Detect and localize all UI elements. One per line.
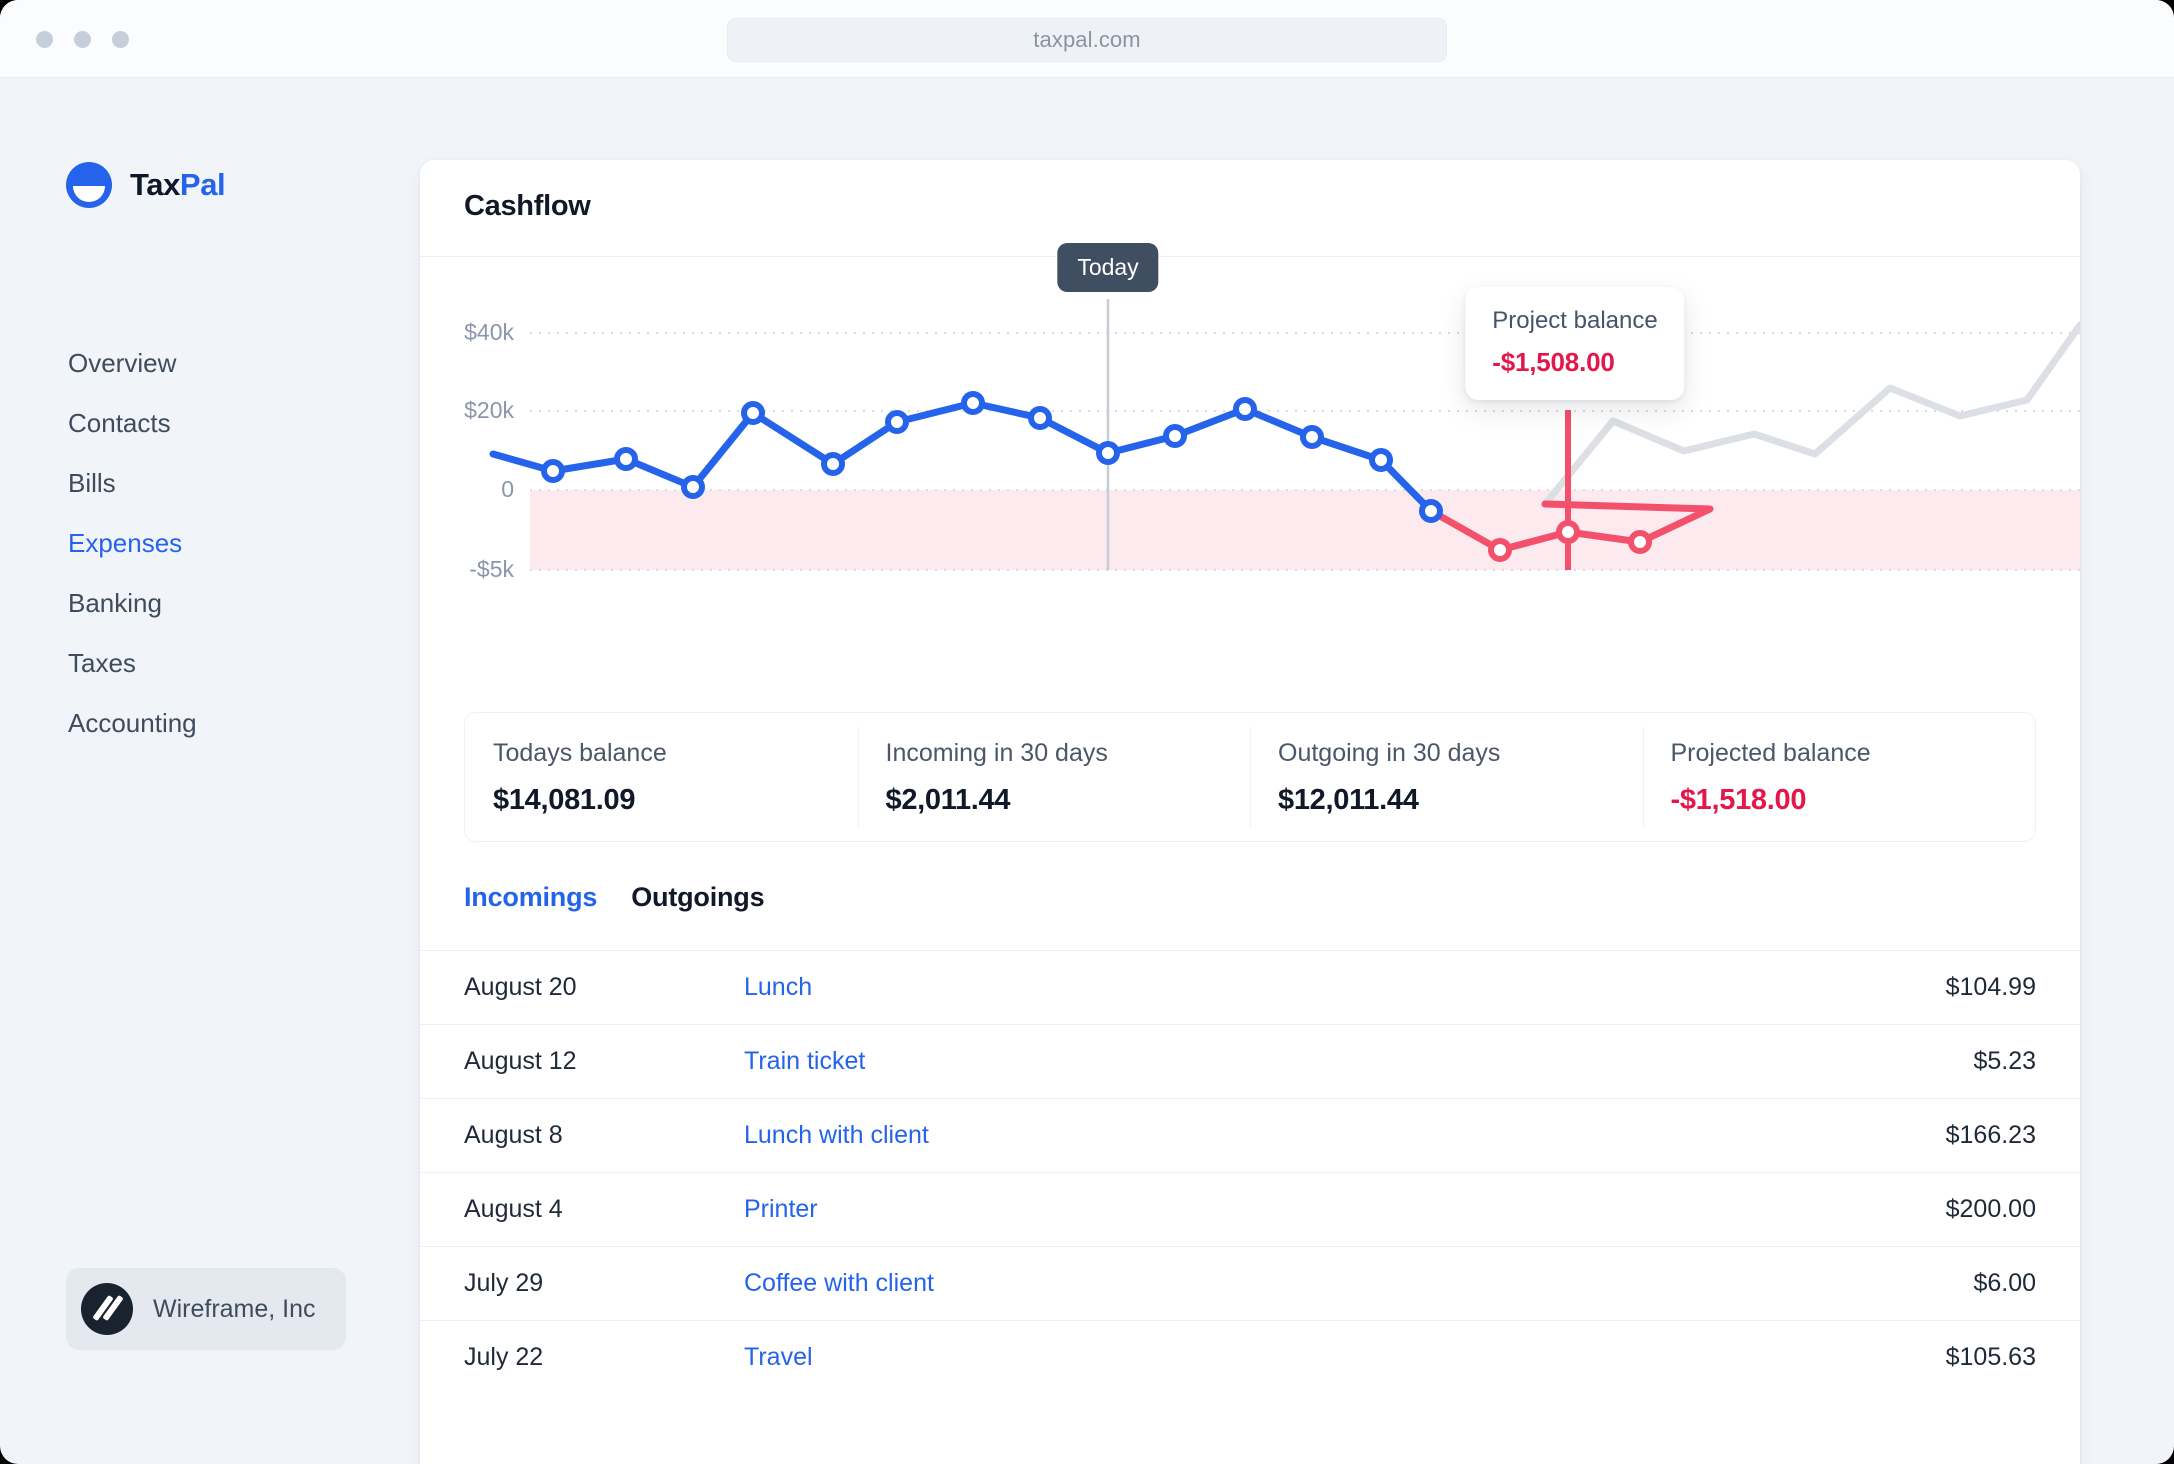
transaction-description[interactable]: Coffee with client (744, 1269, 934, 1297)
app-name-first: Tax (130, 167, 180, 202)
sidebar-item-taxes[interactable]: Taxes (68, 648, 136, 678)
address-bar-text: taxpal.com (1033, 27, 1141, 52)
table-row[interactable]: August 4 Printer $200.00 (420, 1172, 2080, 1246)
stat-label: Incoming in 30 days (885, 739, 1108, 767)
cashflow-card: Cashflow (420, 160, 2080, 1464)
stat-todays-balance: Todays balance $14,081.09 (465, 713, 858, 841)
negative-band (530, 490, 2080, 570)
stat-projected-balance: Projected balance -$1,518.00 (1642, 713, 2036, 841)
taxpal-logo-icon (66, 162, 112, 208)
projection-tooltip-label: Project balance (1492, 307, 1658, 334)
cashflow-chart: $40k $20k 0 -$5k Today Project balance -… (420, 243, 2080, 657)
transaction-description[interactable]: Lunch (744, 973, 813, 1001)
transaction-amount: $105.63 (1945, 1343, 2036, 1371)
table-row[interactable]: July 22 Travel $105.63 (420, 1320, 2080, 1394)
sidebar-item-contacts[interactable]: Contacts (68, 408, 171, 438)
cashflow-chart-svg (489, 299, 2080, 571)
stat-value: $14,081.09 (493, 784, 636, 816)
projection-tooltip: Project balance -$1,508.00 (1465, 287, 1685, 400)
minimize-window-icon[interactable] (74, 31, 91, 48)
projected-balance-markers (1488, 520, 1652, 562)
sidebar-item-accounting[interactable]: Accounting (68, 708, 197, 738)
stat-value: $12,011.44 (1278, 784, 1419, 816)
transaction-description[interactable]: Train ticket (744, 1047, 866, 1075)
ytick-label-20k: $20k (464, 397, 514, 423)
sidebar-item-expenses[interactable]: Expenses (68, 528, 183, 558)
app-name-second: Pal (179, 167, 226, 202)
projection-tooltip-value: -$1,508.00 (1492, 347, 1615, 377)
transaction-amount: $5.23 (1973, 1047, 2036, 1075)
transaction-date: August 8 (464, 1121, 563, 1149)
close-window-icon[interactable] (36, 31, 53, 48)
transactions-table: August 20 Lunch $104.99 August 12 Train … (420, 950, 2080, 1394)
stat-value: -$1,518.00 (1670, 784, 1807, 816)
ytick-label-40k: $40k (464, 319, 514, 345)
maximize-window-icon[interactable] (112, 31, 129, 48)
stat-incoming-30-days: Incoming in 30 days $2,011.44 (857, 713, 1251, 841)
stat-outgoing-30-days: Outgoing in 30 days $12,011.44 (1250, 713, 1643, 841)
ytick-label-neg5k: -$5k (469, 556, 514, 582)
transaction-amount: $166.23 (1945, 1121, 2036, 1149)
stat-label: Outgoing in 30 days (1278, 739, 1501, 767)
stat-label: Projected balance (1670, 739, 1871, 767)
address-bar[interactable]: taxpal.com (727, 18, 1447, 62)
window-controls (36, 31, 129, 48)
today-marker-label: Today (1057, 243, 1159, 292)
actual-balance-markers (541, 391, 1443, 523)
sidebar: TaxPal Overview Contacts Bills Expenses … (0, 78, 420, 1464)
future-forecast-line (1541, 321, 2080, 508)
transaction-date: July 22 (464, 1343, 544, 1371)
projected-balance-line (1427, 500, 1714, 554)
transaction-description[interactable]: Printer (744, 1195, 818, 1223)
transaction-amount: $6.00 (1973, 1269, 2036, 1297)
stat-label: Todays balance (493, 739, 667, 767)
transaction-date: July 29 (464, 1269, 544, 1297)
sidebar-item-overview[interactable]: Overview (68, 348, 177, 378)
transaction-description[interactable]: Travel (744, 1343, 813, 1371)
transaction-amount: $200.00 (1945, 1195, 2036, 1223)
transaction-date: August 20 (464, 973, 577, 1001)
table-row[interactable]: July 29 Coffee with client $6.00 (420, 1246, 2080, 1320)
stat-value: $2,011.44 (885, 784, 1011, 816)
table-row[interactable]: August 12 Train ticket $5.23 (420, 1024, 2080, 1098)
ytick-label-0: 0 (501, 476, 514, 502)
organization-avatar-icon (81, 1283, 133, 1335)
organization-badge[interactable]: Wireframe, Inc (66, 1268, 346, 1350)
table-row[interactable]: August 20 Lunch $104.99 (420, 950, 2080, 1024)
browser-chrome: taxpal.com (0, 0, 2174, 78)
app-name: TaxPal (130, 167, 226, 203)
app-logo[interactable]: TaxPal (66, 162, 226, 208)
tab-outgoings[interactable]: Outgoings (631, 882, 765, 912)
table-row[interactable]: August 8 Lunch with client $166.23 (420, 1098, 2080, 1172)
tab-incomings[interactable]: Incomings (464, 882, 598, 912)
sidebar-item-banking[interactable]: Banking (68, 588, 162, 618)
transaction-description[interactable]: Lunch with client (744, 1121, 929, 1149)
summary-stats: Todays balance $14,081.09 Incoming in 30… (464, 712, 2036, 842)
transaction-tabs: Incomings Outgoings (464, 882, 765, 913)
sidebar-item-bills[interactable]: Bills (68, 468, 116, 498)
transaction-amount: $104.99 (1945, 973, 2036, 1001)
page-title: Cashflow (464, 190, 591, 222)
organization-name: Wireframe, Inc (153, 1294, 316, 1323)
transaction-date: August 12 (464, 1047, 577, 1075)
cashflow-card-header: Cashflow (420, 160, 2080, 257)
transaction-date: August 4 (464, 1195, 563, 1223)
sidebar-nav: Overview Contacts Bills Expenses Banking… (66, 350, 197, 770)
